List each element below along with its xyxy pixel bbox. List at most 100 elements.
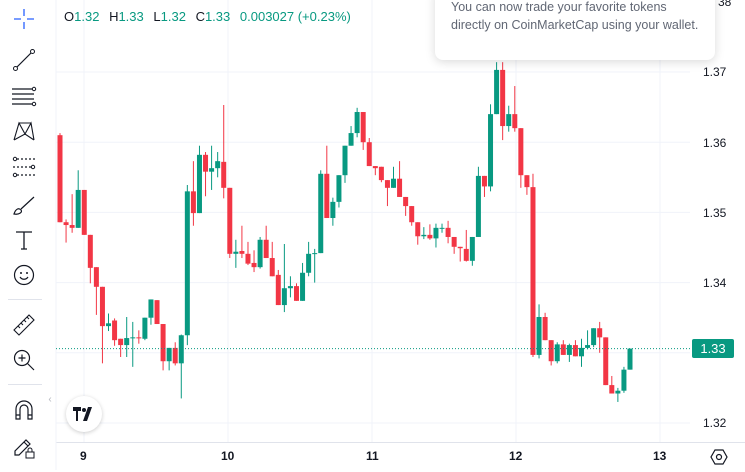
candle-body bbox=[281, 288, 287, 306]
candle-body bbox=[300, 272, 306, 301]
candle-body bbox=[196, 154, 202, 214]
candle-body bbox=[209, 168, 215, 172]
text-tool[interactable] bbox=[9, 225, 39, 255]
candle-body bbox=[378, 166, 384, 181]
candle-body bbox=[312, 253, 318, 255]
candle-body bbox=[627, 348, 633, 370]
candle-body bbox=[494, 69, 500, 115]
chart-settings-button[interactable] bbox=[709, 447, 729, 467]
candle-body bbox=[239, 251, 245, 254]
price-label: 1.32 bbox=[703, 416, 727, 430]
candle-body bbox=[93, 267, 99, 287]
pattern-tool[interactable] bbox=[9, 116, 39, 146]
candle-body bbox=[469, 236, 475, 261]
candle-body bbox=[190, 191, 196, 214]
candle-body bbox=[172, 347, 178, 364]
candle-body bbox=[415, 222, 421, 237]
candle-body bbox=[512, 114, 518, 129]
candle-body bbox=[257, 239, 263, 268]
low-label: L bbox=[153, 9, 161, 24]
settings-icon bbox=[710, 449, 728, 465]
candle-body bbox=[330, 201, 336, 219]
current-price-badge: 1.33 bbox=[692, 339, 734, 358]
zoom-in-tool[interactable] bbox=[9, 345, 39, 375]
time-label: 9 bbox=[80, 449, 87, 463]
price-label-partial: 38 bbox=[718, 0, 732, 9]
price-label: 1.34 bbox=[703, 276, 727, 290]
tradingview-logo[interactable] bbox=[66, 396, 102, 432]
candle-body bbox=[397, 178, 403, 197]
lock-drawing-icon bbox=[14, 439, 35, 459]
crosshair-tool[interactable] bbox=[9, 4, 39, 34]
emoji-icon bbox=[13, 264, 35, 286]
fib-retracement-icon bbox=[12, 86, 37, 107]
high-label: H bbox=[109, 9, 119, 24]
candle-body bbox=[99, 286, 105, 327]
candle-body bbox=[578, 347, 584, 357]
toolbar-divider bbox=[8, 299, 42, 300]
time-label: 12 bbox=[509, 449, 523, 463]
candle-body bbox=[421, 234, 427, 237]
candle-body bbox=[112, 320, 118, 341]
candle-body bbox=[324, 173, 330, 219]
low-value: 1.32 bbox=[160, 9, 186, 24]
emoji-tool[interactable] bbox=[9, 260, 39, 290]
candle-body bbox=[130, 337, 136, 339]
brush-icon bbox=[13, 196, 35, 215]
magnet-tool[interactable] bbox=[9, 395, 39, 425]
toolbar-divider bbox=[8, 384, 42, 385]
collapse-toolbar-button[interactable]: ‹ bbox=[48, 393, 52, 405]
candle-body bbox=[81, 189, 87, 235]
time-label: 13 bbox=[653, 449, 667, 463]
candle-body bbox=[524, 175, 530, 188]
candle-body bbox=[366, 142, 372, 167]
candle-body bbox=[481, 175, 487, 187]
candle-body bbox=[233, 251, 239, 254]
candle-body bbox=[342, 145, 348, 176]
ruler-tool[interactable] bbox=[9, 310, 39, 340]
candle-body bbox=[293, 286, 299, 301]
candle-body bbox=[603, 337, 609, 386]
high-value: 1.33 bbox=[118, 9, 144, 24]
candle-body bbox=[488, 114, 494, 187]
candle-body bbox=[542, 316, 548, 341]
candle-body bbox=[203, 154, 209, 172]
trend-line-tool[interactable] bbox=[9, 45, 39, 75]
candle-body bbox=[275, 274, 281, 306]
price-label: 1.35 bbox=[703, 206, 727, 220]
prediction-tool[interactable] bbox=[9, 152, 39, 182]
candle-body bbox=[615, 390, 621, 394]
candle-body bbox=[227, 187, 233, 254]
candle-body bbox=[354, 112, 360, 134]
lock-drawing-tool[interactable] bbox=[9, 432, 39, 462]
tradingview-logo-icon bbox=[73, 407, 92, 421]
candle-body bbox=[75, 189, 81, 228]
candle-body bbox=[439, 227, 445, 229]
candle-body bbox=[500, 69, 506, 127]
candle-body bbox=[433, 227, 439, 239]
pattern-icon bbox=[13, 121, 35, 141]
zoom-in-icon bbox=[13, 349, 35, 371]
brush-tool[interactable] bbox=[9, 190, 39, 220]
candle-body bbox=[148, 299, 154, 318]
change-value: 0.003027 (+0.23%) bbox=[239, 9, 351, 24]
candle-body bbox=[178, 335, 184, 364]
candle-body bbox=[184, 191, 190, 336]
time-label: 10 bbox=[221, 449, 235, 463]
candle-body bbox=[445, 227, 451, 237]
close-value: 1.33 bbox=[204, 9, 231, 24]
candle-body bbox=[572, 345, 578, 357]
fib-retracement-tool[interactable] bbox=[9, 81, 39, 111]
candle-body bbox=[69, 225, 75, 228]
candle-body bbox=[463, 248, 469, 261]
crosshair-icon bbox=[14, 9, 34, 29]
candle-body bbox=[154, 300, 160, 325]
candle-body bbox=[87, 234, 93, 268]
candle-body bbox=[403, 196, 409, 207]
candle-body bbox=[566, 345, 572, 355]
ruler-icon bbox=[13, 314, 35, 336]
candle-body bbox=[118, 338, 124, 346]
price-label: 1.37 bbox=[703, 65, 727, 79]
candle-body bbox=[506, 114, 512, 127]
